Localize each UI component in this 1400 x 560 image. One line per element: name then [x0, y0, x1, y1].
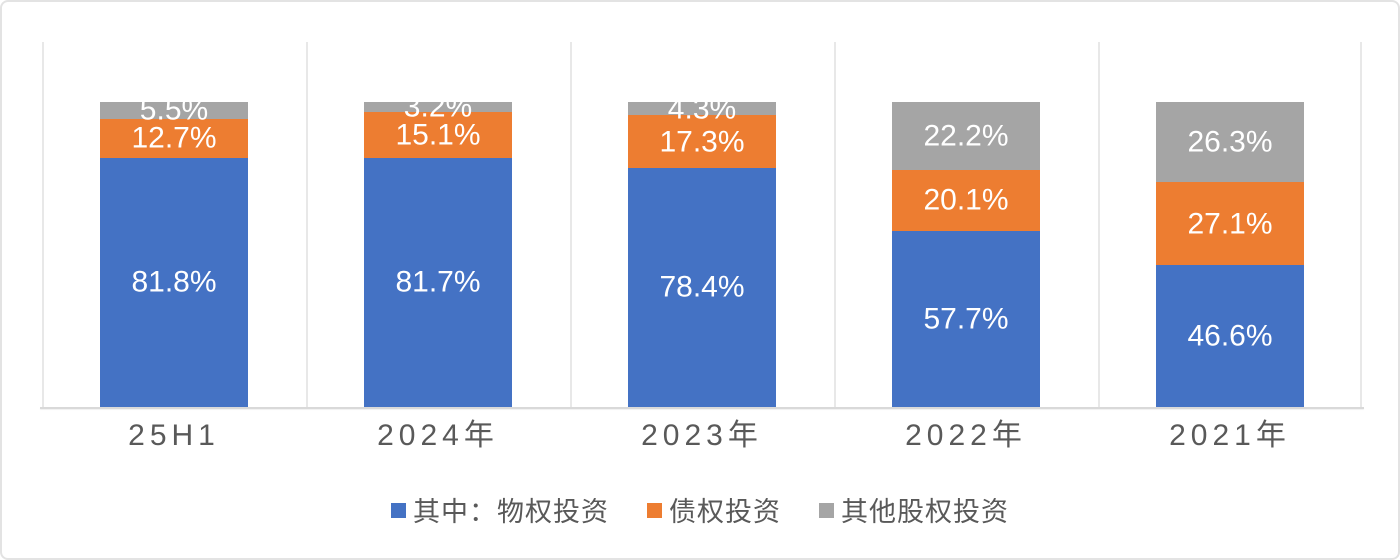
- bar-segment-series0: [100, 157, 248, 407]
- bar-segment-series1: [100, 118, 248, 158]
- legend-swatch-gray: [819, 503, 834, 518]
- x-axis-label: 2024年: [377, 419, 499, 452]
- legend-item-wuquan: 其中：物权投资: [391, 490, 609, 529]
- x-axis-label: 2023年: [641, 419, 763, 452]
- bar-segment-series2: [892, 102, 1040, 170]
- bar-segment-series1: [1156, 182, 1304, 265]
- x-axis-label: 2021年: [1169, 419, 1291, 452]
- bar-segment-series0: [628, 167, 776, 407]
- gridline: [1098, 42, 1100, 407]
- gridline: [1360, 42, 1362, 407]
- x-axis-label: 2022年: [905, 419, 1027, 452]
- legend-label: 其中：物权投资: [413, 497, 609, 527]
- bar-segment-series0: [1156, 264, 1304, 407]
- legend-label: 债权投资: [669, 497, 781, 527]
- bar-segment-series2: [364, 102, 512, 112]
- legend-item-zhaiquan: 债权投资: [647, 490, 781, 529]
- gridline: [306, 42, 308, 407]
- gridline: [834, 42, 836, 407]
- bar-segment-series1: [364, 111, 512, 158]
- x-axis-label: 25H1: [128, 419, 220, 452]
- bar-segment-series2: [1156, 102, 1304, 183]
- legend-swatch-blue: [391, 503, 406, 518]
- gridline: [570, 42, 572, 407]
- plot-area: 81.8% 12.7% 5.5% 81.7% 15.1% 3.2% 78.4% 17.3% 4.…: [40, 42, 1364, 409]
- bar-segment-series2: [628, 102, 776, 116]
- bar-segment-series2: [100, 102, 248, 119]
- legend-swatch-orange: [647, 503, 662, 518]
- x-axis: 25H1 2024年 2023年 2022年 2021年: [42, 418, 1362, 454]
- x-axis-line: [40, 407, 1364, 409]
- bar-segment-series1: [892, 169, 1040, 232]
- bar-segment-series1: [628, 115, 776, 168]
- legend-label: 其他股权投资: [841, 497, 1009, 527]
- legend-item-qita: 其他股权投资: [819, 490, 1009, 529]
- gridline: [42, 42, 44, 407]
- legend: 其中：物权投资 债权投资 其他股权投资: [2, 490, 1398, 529]
- bar-segment-series0: [892, 231, 1040, 407]
- bar-segment-series0: [364, 157, 512, 407]
